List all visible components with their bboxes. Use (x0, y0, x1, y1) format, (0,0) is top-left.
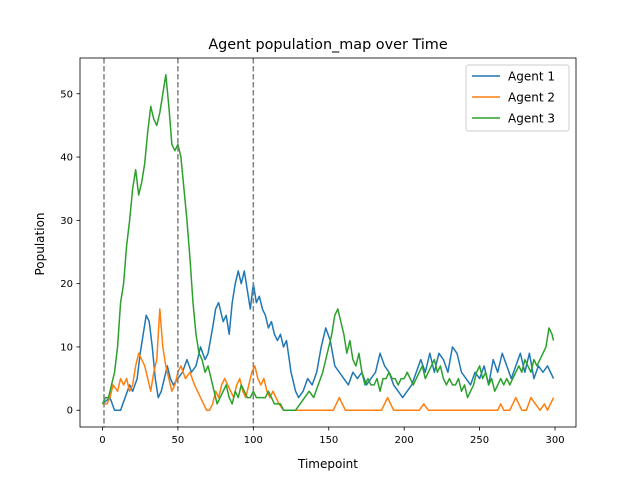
y-tick-label: 50 (60, 89, 73, 100)
y-axis-label: Population (33, 212, 47, 275)
legend-label-3: Agent 3 (508, 112, 555, 126)
y-tick-label: 0 (67, 406, 73, 417)
chart-title: Agent population_map over Time (208, 37, 448, 53)
x-tick-label: 100 (244, 435, 263, 446)
y-tick-label: 20 (60, 279, 73, 290)
y-tick-label: 10 (60, 342, 73, 353)
series-line-1 (101, 270, 555, 411)
legend-label-2: Agent 2 (508, 91, 555, 105)
series-line-3 (101, 74, 555, 411)
legend-label-1: Agent 1 (508, 70, 555, 84)
x-tick-label: 150 (319, 435, 338, 446)
x-tick-label: 250 (470, 435, 489, 446)
x-tick-label: 0 (99, 435, 105, 446)
x-tick-label: 300 (545, 435, 564, 446)
plot-area: 0 50 100 150 200 250 300 0 10 20 30 40 50 Agent 1 Agen… (60, 57, 577, 446)
y-tick-label: 30 (60, 216, 73, 227)
x-tick-label: 50 (172, 435, 185, 446)
x-tick-label: 200 (395, 435, 414, 446)
y-tick-label: 40 (60, 153, 73, 164)
legend-box (465, 64, 570, 132)
axes-frame (79, 57, 577, 428)
series-line-2 (102, 308, 555, 411)
x-axis-label: Timepoint (297, 457, 358, 471)
